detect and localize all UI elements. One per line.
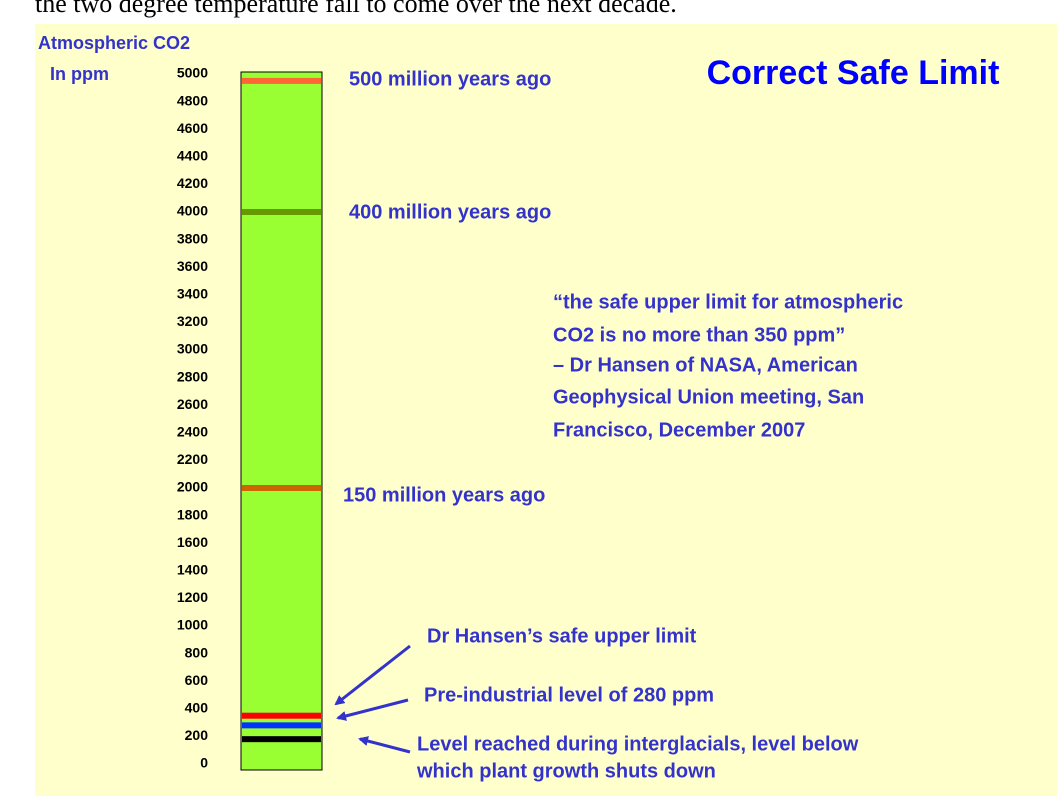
y-tick-label: 4200 [177, 175, 208, 191]
y-tick-label: 3400 [177, 286, 208, 302]
y-tick-label: 1400 [177, 562, 208, 578]
y-tick-label: 5000 [177, 65, 208, 81]
quote-line: Francisco, December 2007 [553, 419, 805, 441]
band-label: 400 million years ago [349, 201, 551, 223]
band-label: Dr Hansen’s safe upper limit [427, 625, 697, 647]
chart-title: Correct Safe Limit [707, 54, 1000, 92]
y-tick-label: 2000 [177, 479, 208, 495]
y-tick-label: 200 [185, 727, 209, 743]
band-label: Level reached during interglacials, leve… [417, 733, 859, 755]
arrow [336, 698, 409, 721]
y-tick-label: 3800 [177, 230, 208, 246]
y-axis-label: In ppm [50, 64, 109, 84]
band-label: 150 million years ago [343, 484, 545, 506]
caption: the two degree temperature fall to come … [35, 0, 677, 18]
y-tick-label: 0 [200, 755, 208, 771]
band [242, 485, 321, 491]
quote-line: – Dr Hansen of NASA, American [553, 354, 858, 376]
y-tick-label: 2600 [177, 396, 208, 412]
y-tick-label: 1200 [177, 589, 208, 605]
slide-background [35, 24, 1057, 796]
y-tick-label: 2800 [177, 368, 208, 384]
y-tick-label: 800 [185, 644, 209, 660]
y-tick-label: 3200 [177, 313, 208, 329]
quote-line: Geophysical Union meeting, San [553, 386, 864, 408]
y-tick-label: 1800 [177, 506, 208, 522]
y-tick-label: 4800 [177, 92, 208, 108]
y-tick-label: 3000 [177, 341, 208, 357]
band-label: which plant growth shuts down [416, 760, 716, 782]
arrow [334, 644, 411, 706]
band [242, 736, 321, 743]
y-tick-label: 3600 [177, 258, 208, 274]
y-tick-label: 1600 [177, 534, 208, 550]
y-tick-label: 400 [185, 700, 209, 716]
y-tick-label: 600 [185, 672, 209, 688]
y-tick-label: 4600 [177, 120, 208, 136]
y-tick-label: 1000 [177, 617, 208, 633]
y-axis-label: Atmospheric CO2 [38, 33, 190, 53]
y-tick-label: 2200 [177, 451, 208, 467]
arrow [358, 736, 411, 754]
y-tick-label: 4000 [177, 203, 208, 219]
y-tick-label: 2400 [177, 424, 208, 440]
y-tick-label: 4400 [177, 148, 208, 164]
quote-line: “the safe upper limit for atmospheric [553, 291, 903, 313]
band-label: Pre-industrial level of 280 ppm [424, 684, 714, 706]
band [242, 722, 321, 729]
quote-line: CO2 is no more than 350 ppm” [553, 324, 845, 346]
scale-bar [240, 71, 323, 771]
band [242, 712, 321, 719]
band-label: 500 million years ago [349, 68, 551, 90]
band [242, 209, 321, 215]
band [242, 77, 321, 84]
